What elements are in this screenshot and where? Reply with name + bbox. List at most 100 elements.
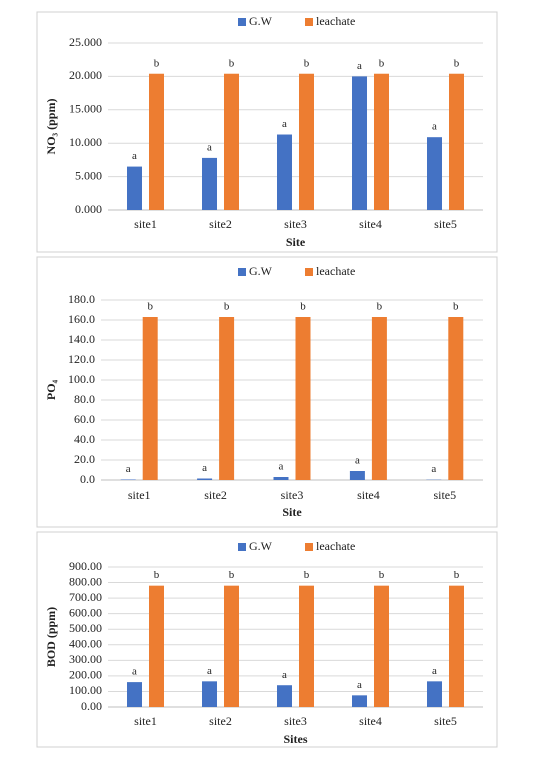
bar xyxy=(149,585,164,707)
bar xyxy=(224,585,239,707)
x-axis-title: Site xyxy=(286,235,306,249)
x-tick-label: site4 xyxy=(357,488,380,502)
legend-swatch xyxy=(305,18,313,26)
x-tick-label: site3 xyxy=(284,217,307,231)
bar xyxy=(371,317,387,480)
x-tick-label: site3 xyxy=(284,714,307,728)
y-axis-title: BOD (ppm) xyxy=(44,607,58,667)
y-tick-label: 0.0 xyxy=(80,472,95,486)
bar xyxy=(427,137,442,210)
y-tick-label: 500.00 xyxy=(69,621,102,635)
bar xyxy=(449,585,464,707)
chart-frame xyxy=(36,531,498,748)
bar xyxy=(352,76,367,211)
x-tick-label: site3 xyxy=(281,488,304,502)
y-tick-label: 900.00 xyxy=(69,559,102,573)
y-tick-label: 80.0 xyxy=(74,392,95,406)
x-axis-title: Site xyxy=(282,505,302,519)
bar xyxy=(352,695,367,707)
letter-label: b xyxy=(453,301,459,313)
legend-swatch xyxy=(238,268,246,276)
bar xyxy=(374,73,389,210)
letter-label: b xyxy=(454,569,460,581)
letter-label: b xyxy=(154,57,160,69)
y-axis-title: NO₃ (ppm) xyxy=(44,99,58,155)
bar xyxy=(299,585,314,707)
legend-label: leachate xyxy=(316,264,355,278)
legend-label: leachate xyxy=(316,14,355,28)
y-tick-label: 200.00 xyxy=(69,668,102,682)
letter-label: a xyxy=(282,669,287,681)
y-tick-label: 160.0 xyxy=(68,312,95,326)
letter-label: a xyxy=(207,141,212,153)
y-tick-label: 400.00 xyxy=(69,637,102,651)
letter-label: b xyxy=(454,57,460,69)
bar xyxy=(374,585,389,707)
x-tick-label: site2 xyxy=(209,217,232,231)
chart: 0.000 5.000 10.000 15.000 20.000 25.000 site1 a… xyxy=(36,11,498,253)
x-tick-label: site5 xyxy=(434,217,457,231)
chart-frame xyxy=(36,11,498,253)
letter-label: b xyxy=(229,57,235,69)
letter-label: a xyxy=(126,463,131,475)
bar xyxy=(427,681,442,707)
x-tick-label: site5 xyxy=(434,714,457,728)
x-tick-label: site4 xyxy=(359,714,382,728)
y-tick-label: 20.000 xyxy=(69,68,102,82)
y-tick-label: 10.000 xyxy=(69,135,102,149)
bar xyxy=(202,681,217,707)
x-axis-title: Sites xyxy=(284,732,308,746)
bar xyxy=(142,317,158,480)
bar xyxy=(449,73,464,210)
letter-label: b xyxy=(304,57,310,69)
letter-label: b xyxy=(379,57,385,69)
x-tick-label: site1 xyxy=(128,488,151,502)
x-tick-label: site2 xyxy=(204,488,227,502)
y-tick-label: 5.000 xyxy=(75,168,102,182)
y-tick-label: 120.0 xyxy=(68,352,95,366)
x-tick-label: site4 xyxy=(359,217,382,231)
y-tick-label: 40.0 xyxy=(74,432,95,446)
bar xyxy=(273,477,289,480)
y-tick-label: 300.00 xyxy=(69,652,102,666)
letter-label: b xyxy=(300,301,306,313)
bar xyxy=(127,166,142,210)
y-tick-label: 0.00 xyxy=(81,699,102,713)
bar xyxy=(277,134,292,210)
x-tick-label: site5 xyxy=(433,488,456,502)
legend-label: leachate xyxy=(316,539,355,553)
bar xyxy=(277,685,292,707)
letter-label: a xyxy=(282,118,287,130)
y-tick-label: 20.0 xyxy=(74,452,95,466)
letter-label: b xyxy=(154,569,160,581)
letter-label: a xyxy=(432,665,437,677)
legend-swatch xyxy=(305,543,313,551)
y-tick-label: 60.0 xyxy=(74,412,95,426)
letter-label: b xyxy=(147,301,153,313)
letter-label: a xyxy=(207,665,212,677)
letter-label: a xyxy=(432,121,437,133)
bar xyxy=(448,317,464,480)
y-axis-title: PO₄ xyxy=(44,379,58,400)
letter-label: a xyxy=(279,461,284,473)
y-tick-label: 15.000 xyxy=(69,102,102,116)
bar xyxy=(349,471,365,480)
legend-label: G.W xyxy=(249,14,273,28)
y-tick-label: 100.00 xyxy=(69,683,102,697)
y-tick-label: 800.00 xyxy=(69,574,102,588)
letter-label: a xyxy=(431,463,436,475)
y-tick-label: 100.0 xyxy=(68,372,95,386)
letter-label: a xyxy=(355,455,360,467)
letter-label: b xyxy=(229,569,235,581)
chart-frame xyxy=(36,256,498,528)
legend-swatch xyxy=(238,18,246,26)
letter-label: b xyxy=(379,569,385,581)
bar xyxy=(149,73,164,210)
letter-label: a xyxy=(132,150,137,162)
letter-label: b xyxy=(224,301,230,313)
letter-label: b xyxy=(377,301,383,313)
bar xyxy=(197,478,213,480)
letter-label: a xyxy=(132,666,137,678)
x-tick-label: site1 xyxy=(134,217,157,231)
